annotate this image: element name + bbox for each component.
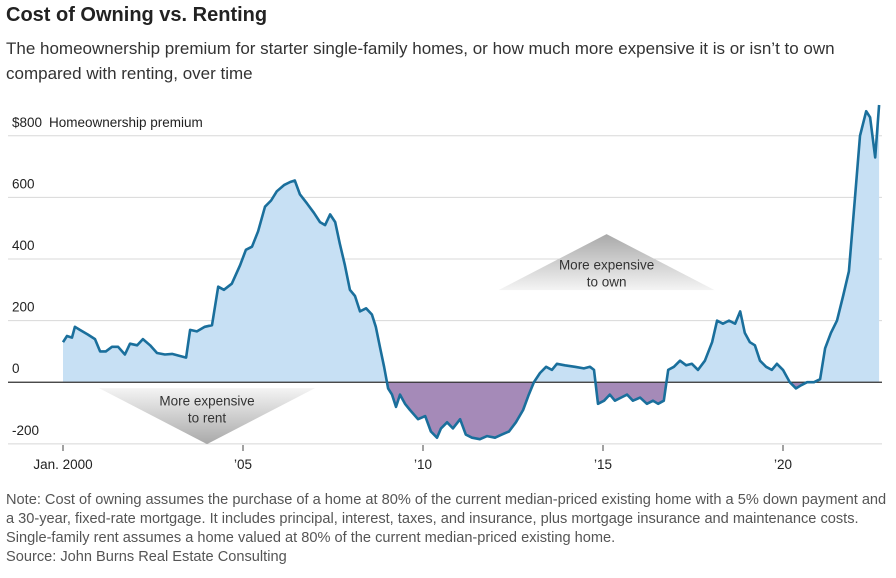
x-tick-label: ’15 — [594, 457, 612, 472]
line — [61, 104, 881, 441]
y-tick-label: 600 — [12, 176, 35, 191]
y-tick-label: 0 — [12, 361, 20, 376]
x-tick-label: ’05 — [234, 457, 252, 472]
source: Source: John Burns Real Estate Consultin… — [6, 549, 287, 565]
annotation-text: to rent — [188, 411, 227, 426]
y-tick-label: 200 — [12, 300, 35, 315]
chart: -200 0 200 400 600 $800 Homeownership premium M… — [8, 104, 882, 472]
annotation-arrow — [498, 234, 715, 291]
annotation-text: More expensive — [559, 258, 654, 273]
note: Note: Cost of owning assumes the purchas… — [6, 492, 887, 546]
x-tick-label: Jan. 2000 — [33, 457, 92, 472]
x-tick-label: ’10 — [414, 457, 432, 472]
chart-subtitle: The homeownership premium for starter si… — [6, 39, 835, 83]
y-axis-label: Homeownership premium — [49, 115, 203, 130]
x-tick-label: ’20 — [774, 457, 792, 472]
chart-title: Cost of Owning vs. Renting — [6, 4, 268, 26]
y-tick-label: 400 — [12, 238, 35, 253]
notes: Note: Cost of owning assumes the purchas… — [6, 491, 890, 567]
annotation-text: to own — [587, 275, 627, 290]
annotation-arrow — [99, 388, 315, 445]
annotation-text: More expensive — [159, 394, 254, 409]
area-positive — [63, 105, 880, 383]
y-tick-label: -200 — [12, 423, 39, 438]
area-negative — [386, 382, 808, 440]
y-tick-label: $800 — [12, 115, 42, 130]
